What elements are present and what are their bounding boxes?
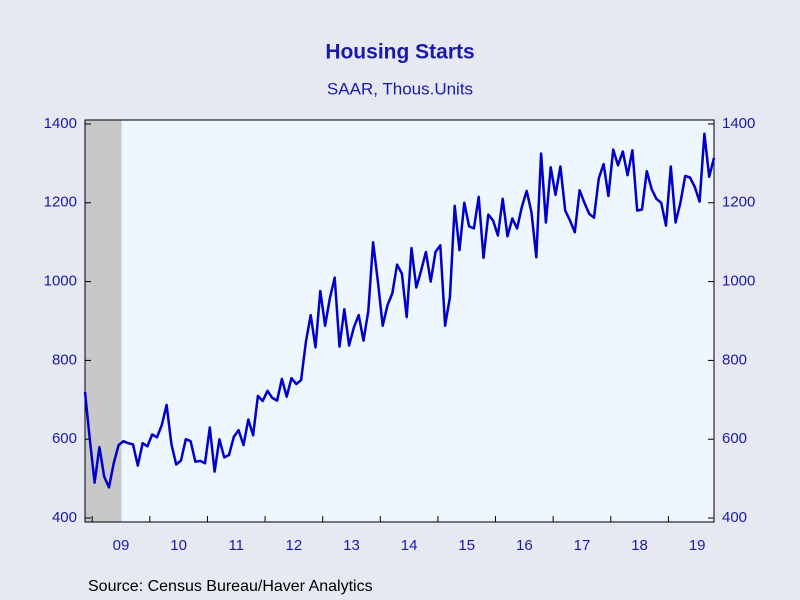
y2-tick-label: 1400	[722, 115, 755, 132]
y2-tick-label: 1000	[722, 273, 755, 290]
y-tick-label: 1400	[44, 115, 77, 132]
data-line	[83, 132, 716, 489]
y2-tick-label: 800	[722, 351, 747, 368]
recession-shade	[85, 120, 122, 522]
x-tick-label: 10	[170, 537, 187, 554]
x-tick-label: 12	[286, 537, 303, 554]
x-tick-label: 18	[631, 537, 648, 554]
y2-tick-label: 1200	[722, 194, 755, 211]
y2-tick-label: 600	[722, 430, 747, 447]
x-tick-label: 17	[574, 537, 591, 554]
chart-title: Housing Starts	[325, 41, 474, 64]
y-tick-label: 400	[52, 509, 77, 526]
y-tick-label: 600	[52, 430, 77, 447]
y-tick-label: 1000	[44, 273, 77, 290]
x-tick-label: 19	[689, 537, 706, 554]
x-tick-label: 11	[228, 537, 244, 554]
x-tick-label: 09	[113, 537, 130, 554]
x-tick-label: 14	[401, 537, 418, 554]
y-tick-label: 1200	[44, 194, 77, 211]
x-tick-label: 16	[516, 537, 533, 554]
chart-subtitle: SAAR, Thous.Units	[327, 79, 473, 98]
x-tick-label: 15	[458, 537, 475, 554]
source-note: Source: Census Bureau/Haver Analytics	[88, 578, 373, 595]
x-tick-label: 13	[343, 537, 360, 554]
y-tick-label: 800	[52, 351, 77, 368]
y2-tick-label: 400	[722, 509, 747, 526]
